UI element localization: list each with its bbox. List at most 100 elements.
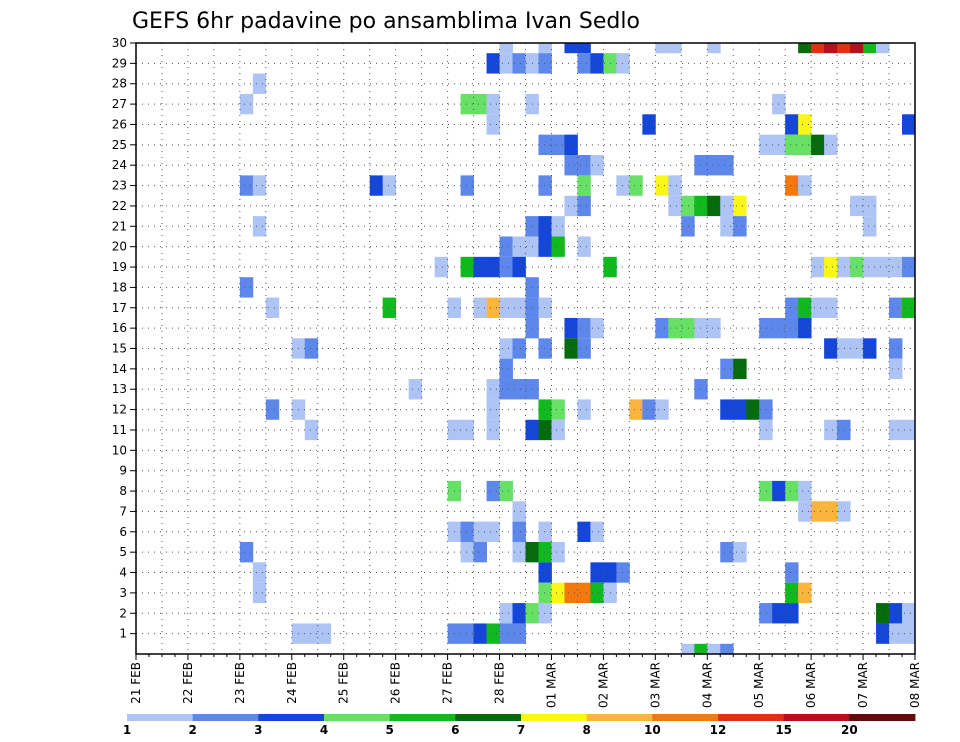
- y-tick-label: 7: [119, 504, 127, 518]
- heatmap-cell: [499, 603, 513, 624]
- heatmap-cell: [382, 175, 397, 196]
- heatmap-cell: [824, 256, 838, 278]
- heatmap-cell: [681, 195, 695, 217]
- x-tick-label: 22 FEB: [181, 662, 195, 704]
- heatmap-cell: [564, 134, 578, 156]
- heatmap-cell: [486, 623, 500, 644]
- legend-label: 6: [451, 723, 459, 737]
- heatmap-cell: [252, 582, 267, 604]
- heatmap-cell: [655, 43, 669, 54]
- heatmap-cell: [798, 134, 812, 156]
- legend-swatch: [192, 714, 259, 721]
- heatmap-cell: [551, 134, 565, 156]
- heatmap-cell: [538, 236, 552, 257]
- heatmap-cell: [304, 623, 319, 644]
- x-tick-label: 23 FEB: [233, 662, 247, 704]
- heatmap-cell: [538, 216, 552, 237]
- heatmap-cell: [538, 43, 552, 54]
- heatmap-cell: [863, 195, 877, 217]
- heatmap-cell: [837, 43, 851, 54]
- heatmap-cell: [785, 603, 799, 624]
- x-tick-label: 08 MAR: [908, 662, 922, 708]
- y-tick-label: 2: [119, 606, 127, 620]
- heatmap-cell: [876, 603, 890, 624]
- heatmap-cell: [863, 216, 877, 237]
- y-tick-label: 22: [112, 199, 127, 213]
- heatmap-cell: [720, 643, 734, 654]
- heatmap-cell: [486, 521, 500, 542]
- heatmap-cell: [473, 521, 487, 542]
- heatmap-cell: [785, 480, 799, 502]
- heatmap-cell: [473, 623, 487, 644]
- heatmap-cell: [798, 501, 812, 522]
- x-tick-label: 05 MAR: [752, 662, 766, 708]
- legend-label: 1: [123, 723, 131, 737]
- heatmap-cell: [551, 582, 565, 604]
- heatmap-cell: [811, 43, 825, 54]
- heatmap-cell: [733, 399, 747, 420]
- heatmap-cell: [863, 338, 877, 359]
- heatmap-cell: [499, 256, 513, 278]
- heatmap-cell: [759, 317, 773, 339]
- heatmap-cell: [616, 175, 630, 196]
- y-tick-label: 8: [119, 484, 127, 498]
- heatmap-cell: [460, 419, 474, 441]
- heatmap-cell: [499, 43, 513, 54]
- heatmap-cell: [655, 317, 669, 339]
- heatmap-cell: [499, 236, 513, 257]
- heatmap-cell: [252, 73, 267, 94]
- heatmap-cell: [538, 562, 552, 583]
- heatmap-cell: [512, 379, 526, 400]
- heatmap-cell: [499, 297, 513, 318]
- heatmap-cell: [564, 155, 578, 176]
- heatmap-cell: [733, 195, 747, 217]
- heatmap-cell: [460, 256, 474, 278]
- y-tick-label: 17: [112, 301, 127, 315]
- heatmap-cell: [551, 216, 565, 237]
- heatmap-cell: [577, 399, 591, 420]
- heatmap-cell: [239, 93, 254, 115]
- legend-swatch: [586, 714, 653, 721]
- heatmap-cell: [616, 562, 630, 583]
- heatmap-cell: [252, 216, 267, 237]
- heatmap-cell: [590, 521, 604, 542]
- y-tick-label: 18: [112, 280, 127, 294]
- heatmap-cell: [785, 317, 799, 339]
- heatmap-cell: [486, 399, 500, 420]
- heatmap-cell: [538, 603, 552, 624]
- heatmap-cell: [785, 134, 799, 156]
- heatmap-cell: [889, 256, 903, 278]
- x-axis: 21 FEB 22 FEB 23 FEB 24 FEB 25 FEB 26 FEB 27 F…: [129, 654, 922, 708]
- heatmap-cell: [629, 175, 643, 196]
- heatmap-cell: [876, 256, 890, 278]
- heatmap-cell: [564, 582, 578, 604]
- legend-swatch: [127, 714, 194, 721]
- x-tick-label: 26 FEB: [389, 662, 403, 704]
- heatmap-cell: [564, 43, 578, 54]
- heatmap-cell: [824, 501, 838, 522]
- heatmap-cell: [577, 338, 591, 359]
- heatmap-cell: [590, 317, 604, 339]
- heatmap-cell: [460, 623, 474, 644]
- heatmap-cell: [889, 358, 903, 380]
- heatmap-cell: [824, 134, 838, 156]
- heatmap-cell: [577, 317, 591, 339]
- y-tick-label: 13: [112, 382, 127, 396]
- heatmap-cell: [668, 175, 682, 196]
- heatmap-cell: [889, 603, 903, 624]
- heatmap-cell: [902, 623, 916, 644]
- heatmap-cell: [252, 562, 267, 583]
- heatmap-cell: [824, 43, 838, 54]
- heatmap-cell: [499, 480, 513, 502]
- legend-label: 10: [644, 723, 661, 737]
- heatmap-cell: [798, 480, 812, 502]
- heatmap-cell: [668, 195, 682, 217]
- heatmap-cell: [811, 134, 825, 156]
- heatmap-cell: [486, 379, 500, 400]
- heatmap-cell: [837, 338, 851, 359]
- heatmap-cell: [707, 43, 721, 54]
- y-tick-label: 15: [112, 342, 127, 356]
- heatmap-cell: [551, 399, 565, 420]
- heatmap-cell: [473, 93, 487, 115]
